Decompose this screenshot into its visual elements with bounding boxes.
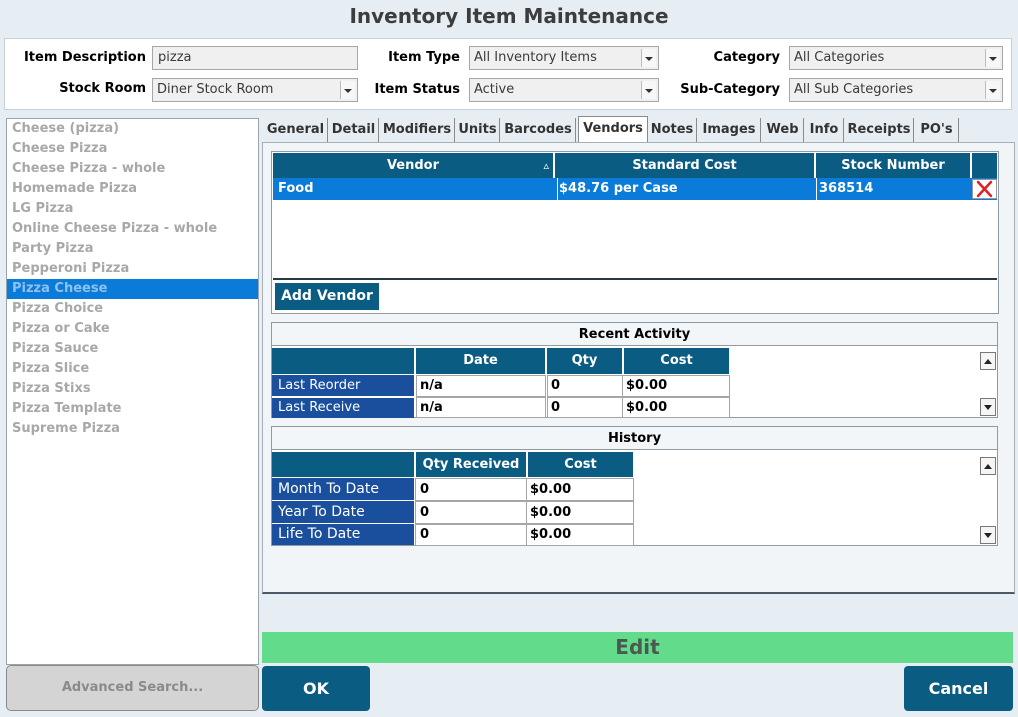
history-scrollbar[interactable]: [980, 455, 998, 545]
tab-images[interactable]: Images: [698, 118, 761, 142]
item-status-label: Item Status: [374, 82, 461, 97]
list-item[interactable]: Homemade Pizza: [12, 181, 138, 196]
stock-room-select[interactable]: Diner Stock Room: [152, 78, 358, 102]
life-to-date-cost: $0.00: [526, 524, 634, 546]
stock-number-cell: 368514: [816, 178, 970, 200]
chevron-down-icon[interactable]: [340, 81, 355, 99]
life-to-date-qty: 0: [415, 524, 527, 546]
delete-column-header: [972, 153, 997, 178]
vendor-cell: Food: [278, 181, 314, 196]
tab-pos[interactable]: PO's: [915, 118, 959, 142]
mode-bar: Edit: [262, 632, 1013, 663]
item-status-select[interactable]: Active: [469, 78, 659, 102]
list-item-selected[interactable]: Pizza Cheese: [7, 279, 258, 299]
life-to-date-label: Life To Date: [272, 524, 414, 545]
stock-number-column-header[interactable]: Stock Number: [816, 153, 970, 178]
tab-info[interactable]: Info: [805, 118, 844, 142]
tab-general[interactable]: General: [264, 118, 328, 142]
category-select[interactable]: All Categories: [789, 46, 1003, 70]
sort-asc-icon: ▵: [543, 159, 549, 172]
item-type-label: Item Type: [388, 50, 460, 65]
qty-column-header: Qty: [547, 348, 622, 374]
cost-column-header: Cost: [624, 348, 729, 374]
list-item[interactable]: Pizza Slice: [12, 361, 90, 376]
list-item[interactable]: Cheese Pizza: [12, 141, 108, 156]
last-receive-date: n/a: [416, 397, 546, 418]
last-receive-label: Last Receive: [272, 398, 414, 418]
last-reorder-qty: 0: [547, 375, 623, 397]
item-description-input[interactable]: pizza: [152, 46, 358, 70]
sub-category-label: Sub-Category: [680, 82, 780, 97]
stock-room-value: Diner Stock Room: [157, 82, 274, 97]
item-status-value: Active: [474, 82, 515, 97]
list-item[interactable]: Pizza Choice: [12, 301, 104, 316]
history-header: History: [271, 426, 998, 450]
row-header-corner: [272, 348, 414, 374]
advanced-search-button[interactable]: Advanced Search...: [6, 665, 259, 711]
tab-barcodes[interactable]: Barcodes: [501, 118, 576, 142]
qty-received-column-header: Qty Received: [416, 452, 526, 477]
sub-category-value: All Sub Categories: [794, 82, 914, 97]
recent-activity-scrollbar[interactable]: [980, 350, 998, 417]
item-type-value: All Inventory Items: [474, 50, 597, 65]
tab-web[interactable]: Web: [762, 118, 804, 142]
tab-notes[interactable]: Notes: [648, 118, 697, 142]
tab-detail[interactable]: Detail: [329, 118, 379, 142]
cost-column-header: Cost: [528, 452, 633, 477]
last-reorder-label: Last Reorder: [272, 375, 414, 396]
list-item[interactable]: Pizza Template: [12, 401, 122, 416]
chevron-down-icon[interactable]: [985, 81, 1000, 99]
standard-cost-cell: $48.76 per Case: [557, 178, 812, 200]
ok-button[interactable]: OK: [262, 666, 370, 711]
category-value: All Categories: [794, 50, 885, 65]
last-receive-qty: 0: [547, 397, 623, 418]
red-x-icon[interactable]: [972, 179, 997, 199]
item-type-select[interactable]: All Inventory Items: [469, 46, 659, 70]
sub-category-select[interactable]: All Sub Categories: [789, 78, 1003, 102]
row-header-corner: [272, 452, 414, 477]
grid-divider: [273, 278, 997, 280]
category-label: Category: [713, 50, 780, 65]
scroll-down-icon[interactable]: [980, 398, 996, 416]
month-to-date-cost: $0.00: [526, 478, 634, 501]
scroll-up-icon[interactable]: [980, 352, 996, 370]
tab-vendors[interactable]: Vendors: [578, 116, 648, 143]
list-item[interactable]: Cheese Pizza - whole: [12, 161, 166, 176]
scroll-down-icon[interactable]: [980, 526, 996, 544]
cancel-button[interactable]: Cancel: [904, 666, 1013, 711]
list-item[interactable]: Supreme Pizza: [12, 421, 120, 436]
list-item[interactable]: LG Pizza: [12, 201, 74, 216]
list-item[interactable]: Cheese (pizza): [12, 121, 120, 136]
vendor-column-header[interactable]: Vendor ▵: [273, 153, 553, 178]
date-column-header: Date: [416, 348, 545, 374]
month-to-date-label: Month To Date: [272, 478, 414, 500]
chevron-down-icon[interactable]: [641, 49, 656, 67]
stock-room-label: Stock Room: [59, 81, 146, 96]
year-to-date-qty: 0: [415, 501, 527, 524]
scroll-up-icon[interactable]: [980, 457, 996, 475]
window-title: Inventory Item Maintenance: [349, 4, 669, 28]
list-item[interactable]: Pizza Sauce: [12, 341, 99, 356]
year-to-date-label: Year To Date: [272, 501, 414, 523]
month-to-date-qty: 0: [415, 478, 527, 501]
list-item[interactable]: Pizza or Cake: [12, 321, 110, 336]
item-list[interactable]: Cheese (pizza) Cheese Pizza Cheese Pizza…: [6, 118, 259, 665]
recent-activity-header: Recent Activity: [271, 322, 998, 346]
tab-units[interactable]: Units: [456, 118, 500, 142]
last-reorder-date: n/a: [416, 375, 546, 397]
item-description-label: Item Description: [23, 50, 146, 65]
tab-receipts[interactable]: Receipts: [845, 118, 914, 142]
standard-cost-column-header[interactable]: Standard Cost: [555, 153, 814, 178]
last-reorder-cost: $0.00: [622, 375, 730, 397]
last-receive-cost: $0.00: [622, 397, 730, 418]
list-item[interactable]: Party Pizza: [12, 241, 94, 256]
add-vendor-button[interactable]: Add Vendor: [275, 283, 379, 310]
list-item[interactable]: Online Cheese Pizza - whole: [12, 221, 218, 236]
list-item[interactable]: Pepperoni Pizza: [12, 261, 130, 276]
list-item[interactable]: Pizza Stixs: [12, 381, 91, 396]
chevron-down-icon[interactable]: [641, 81, 656, 99]
tab-modifiers[interactable]: Modifiers: [380, 118, 455, 142]
year-to-date-cost: $0.00: [526, 501, 634, 524]
chevron-down-icon[interactable]: [985, 49, 1000, 67]
